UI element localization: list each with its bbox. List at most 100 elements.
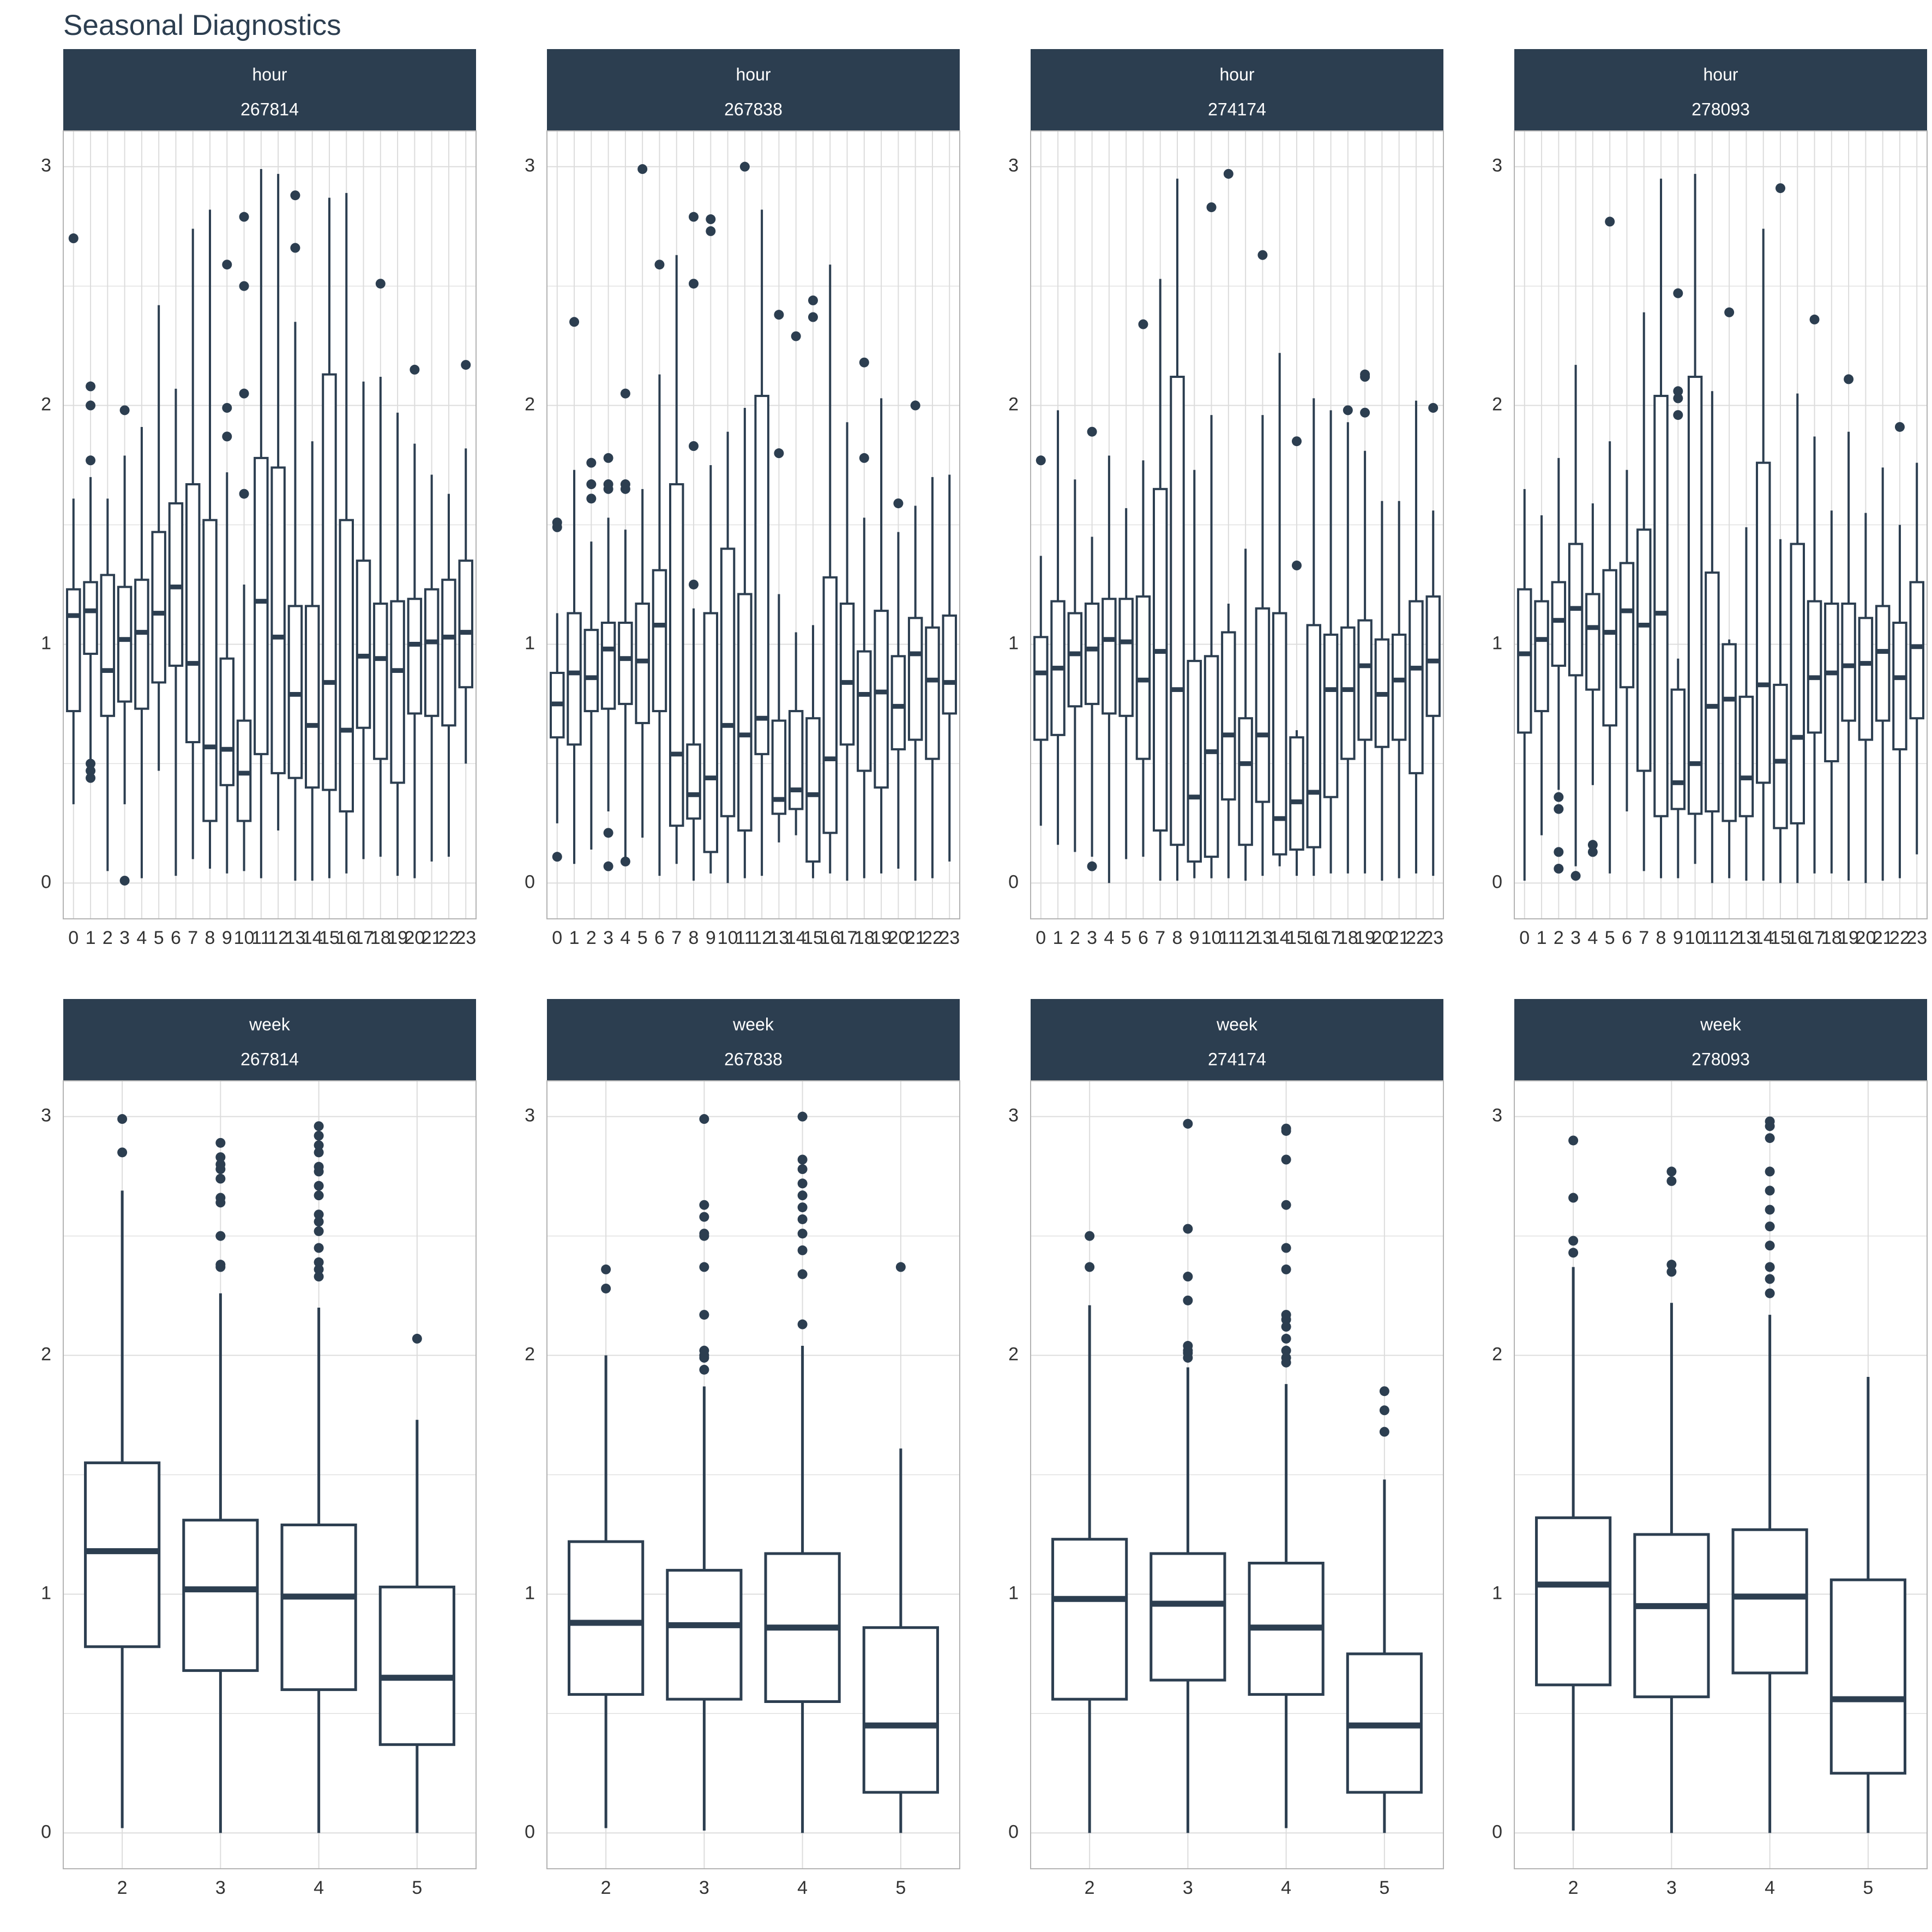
x-tick-label: 5	[895, 1877, 906, 1898]
panel-border	[63, 1080, 477, 1869]
y-tick-label: 1	[41, 1582, 51, 1603]
box-2	[1051, 1231, 1128, 1833]
outlier-point	[1281, 1126, 1291, 1136]
outlier-point	[699, 1212, 709, 1222]
outlier-point	[910, 400, 920, 411]
panel-border	[546, 1080, 960, 1869]
outlier-point	[1379, 1405, 1389, 1416]
x-tick-label: 3	[1087, 928, 1097, 948]
box-3	[666, 1114, 743, 1831]
box-1	[1050, 410, 1066, 845]
box-4	[1585, 503, 1600, 857]
x-tick-label: 1	[1053, 928, 1063, 948]
box-iqr	[890, 655, 906, 751]
outlier-point	[1281, 1345, 1291, 1356]
outlier-point	[1673, 288, 1683, 298]
outlier-point	[1587, 847, 1598, 857]
x-tick-label: 11	[735, 928, 754, 948]
y-tick-label: 2	[41, 394, 51, 415]
outlier-point	[739, 161, 750, 172]
box-16	[339, 192, 354, 874]
page-title: Seasonal Diagnostics	[63, 9, 341, 41]
box-iqr	[1187, 660, 1202, 863]
box-5	[862, 1262, 939, 1833]
x-tick-label: 17	[1321, 928, 1341, 948]
box-21	[1875, 467, 1891, 881]
x-tick-label: 3	[603, 928, 613, 948]
outlier-point	[314, 1147, 324, 1158]
outlier-point	[808, 295, 818, 305]
x-tick-label: 9	[1673, 928, 1683, 948]
y-tick-label: 1	[1008, 1582, 1019, 1603]
y-tick-label: 3	[1008, 1105, 1019, 1126]
outlier-point	[314, 1217, 324, 1227]
outlier-point	[1809, 314, 1820, 324]
box-iqr	[652, 569, 667, 713]
box-14	[1272, 353, 1287, 866]
x-tick-label: 22	[1406, 928, 1427, 948]
box-4	[134, 426, 149, 878]
outlier-point	[1183, 1272, 1193, 1282]
outlier-point	[375, 279, 386, 289]
box-19	[1841, 374, 1856, 881]
outlier-point	[601, 1283, 611, 1293]
x-tick-label: 5	[1605, 928, 1615, 948]
strip-id-label: 267838	[724, 99, 783, 119]
y-tick-label: 3	[525, 155, 535, 176]
outlier-point	[706, 214, 716, 225]
box-iqr	[839, 603, 855, 746]
y-tick-label: 0	[525, 1821, 535, 1842]
box-17	[356, 381, 371, 859]
x-tick-label: 22	[922, 928, 943, 948]
outlier-point	[1765, 1262, 1775, 1272]
outlier-point	[689, 441, 699, 451]
x-tick-label: 18	[1338, 928, 1358, 948]
outlier-point	[117, 1114, 128, 1124]
y-tick-label: 3	[1008, 155, 1019, 176]
box-iqr	[737, 593, 753, 832]
box-iqr	[185, 483, 201, 743]
box-5	[151, 305, 166, 771]
outlier-point	[119, 405, 130, 416]
x-tick-label: 8	[689, 928, 699, 948]
outlier-point	[797, 1229, 808, 1239]
x-tick-label: 14	[786, 928, 806, 948]
outlier-point	[699, 1352, 709, 1363]
box-3	[1633, 1166, 1710, 1833]
box-iqr	[1829, 1578, 1906, 1775]
x-tick-label: 16	[1303, 928, 1324, 948]
outlier-point	[1087, 861, 1097, 871]
outlier-point	[86, 455, 96, 466]
outlier-point	[797, 1202, 808, 1213]
x-tick-label: 2	[586, 928, 597, 948]
outlier-point	[239, 212, 249, 222]
x-tick-label: 14	[1753, 928, 1774, 948]
outlier-point	[603, 861, 613, 871]
box-iqr	[1170, 376, 1185, 846]
strip-facet-label: hour	[736, 64, 771, 84]
box-iqr	[1067, 612, 1083, 708]
outlier-point	[1673, 386, 1683, 396]
box-5	[1346, 1386, 1423, 1833]
x-tick-label: 5	[1863, 1877, 1873, 1898]
box-0	[550, 517, 565, 862]
box-0	[1033, 455, 1049, 826]
x-tick-label: 16	[336, 928, 357, 948]
box-18	[373, 279, 388, 857]
box-iqr	[407, 598, 423, 715]
box-13	[1738, 527, 1754, 881]
outlier-point	[1765, 1166, 1775, 1177]
outlier-point	[1765, 1241, 1775, 1251]
outlier-point	[1844, 374, 1854, 384]
outlier-point	[552, 852, 562, 862]
strip-header	[1031, 49, 1443, 131]
x-tick-label: 2	[601, 1877, 611, 1898]
box-iqr	[618, 622, 633, 705]
box-21	[1391, 501, 1407, 878]
box-3	[1568, 365, 1584, 881]
outlier-point	[586, 479, 597, 490]
x-tick-label: 16	[820, 928, 840, 948]
outlier-point	[1257, 250, 1268, 260]
outlier-point	[586, 458, 597, 468]
